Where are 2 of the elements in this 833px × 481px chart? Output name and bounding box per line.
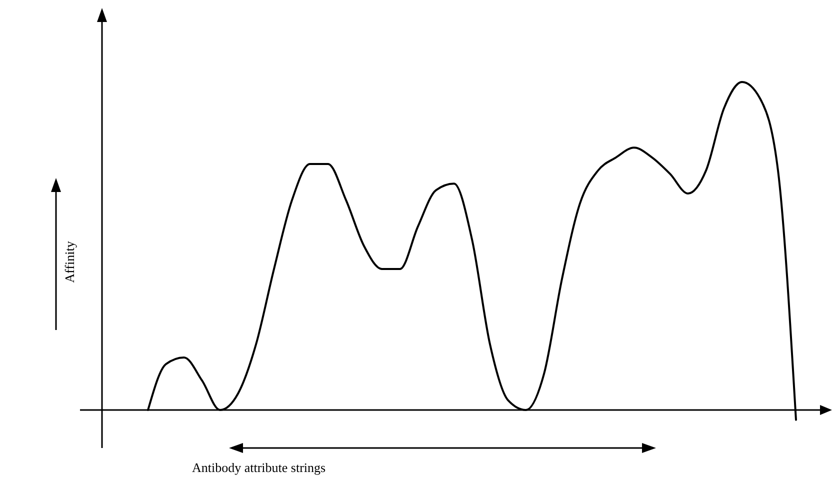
x-axis-title: Antibody attribute strings (192, 460, 326, 475)
y-axis-title: Affinity (62, 240, 77, 283)
